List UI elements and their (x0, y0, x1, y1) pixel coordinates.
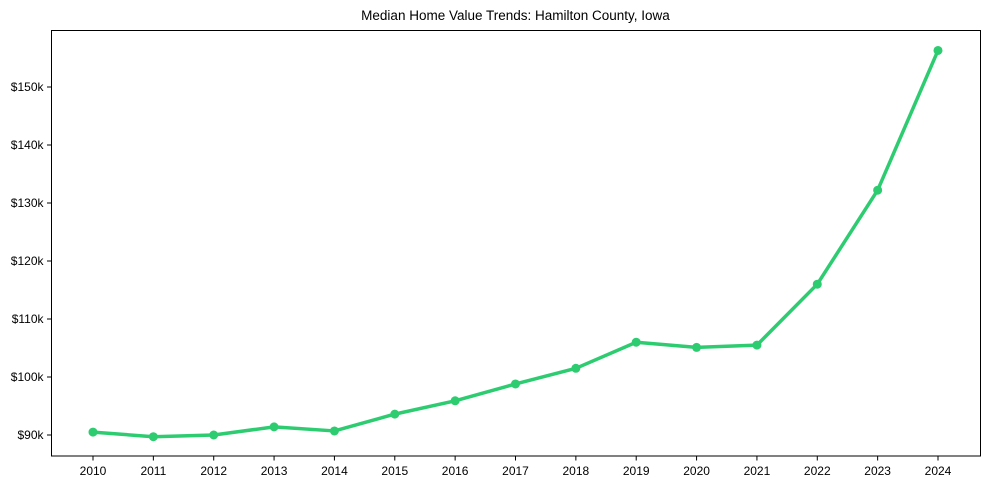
data-point-marker (933, 45, 943, 55)
data-point-marker (269, 422, 279, 432)
y-tick-label: $110k (12, 312, 45, 326)
x-tick-label: 2020 (683, 464, 710, 478)
x-tick-label: 2018 (563, 464, 590, 478)
y-tick-label: $150k (11, 80, 45, 94)
data-point-marker (209, 430, 219, 440)
x-tick-label: 2021 (744, 464, 771, 478)
y-tick-label: $120k (11, 254, 45, 268)
data-point-marker (873, 185, 883, 195)
y-tick-label: $140k (11, 138, 45, 152)
data-point-marker (752, 340, 762, 350)
series-line (91, 48, 940, 439)
x-tick-label: 2010 (80, 464, 107, 478)
x-tick-label: 2023 (864, 464, 891, 478)
x-axis: 2010 2011 2012 2013 2014 2015 2016 2017 2018 2019… (80, 456, 952, 478)
plot-area (88, 45, 943, 442)
data-point-marker (631, 337, 641, 347)
data-point-marker (571, 363, 581, 373)
axes-frame (51, 30, 981, 457)
x-tick-label: 2011 (140, 464, 166, 478)
chart-title: Median Home Value Trends: Hamilton Count… (361, 8, 670, 23)
x-tick-label: 2019 (623, 464, 650, 478)
x-tick-label: 2017 (502, 464, 529, 478)
data-point-marker (511, 379, 520, 389)
x-tick-label: 2015 (381, 464, 408, 478)
x-tick-label: 2012 (200, 464, 227, 478)
data-point-marker (148, 432, 158, 442)
data-point-marker (450, 396, 460, 406)
y-axis: $90k $100k $110k $120k $130k $140k $150k (11, 80, 52, 442)
y-tick-label: $90k (17, 428, 44, 442)
data-point-marker (88, 427, 98, 437)
y-tick-label: $130k (11, 196, 45, 210)
x-tick-label: 2013 (261, 464, 288, 478)
data-point-marker (329, 426, 339, 436)
x-tick-label: 2014 (321, 464, 348, 478)
x-tick-label: 2024 (925, 464, 952, 478)
data-point-marker (692, 342, 702, 352)
x-tick-label: 2022 (804, 464, 831, 478)
data-point-marker (390, 409, 400, 419)
y-tick-label: $100k (11, 370, 45, 384)
x-tick-label: 2016 (442, 464, 469, 478)
data-point-marker (812, 279, 822, 289)
